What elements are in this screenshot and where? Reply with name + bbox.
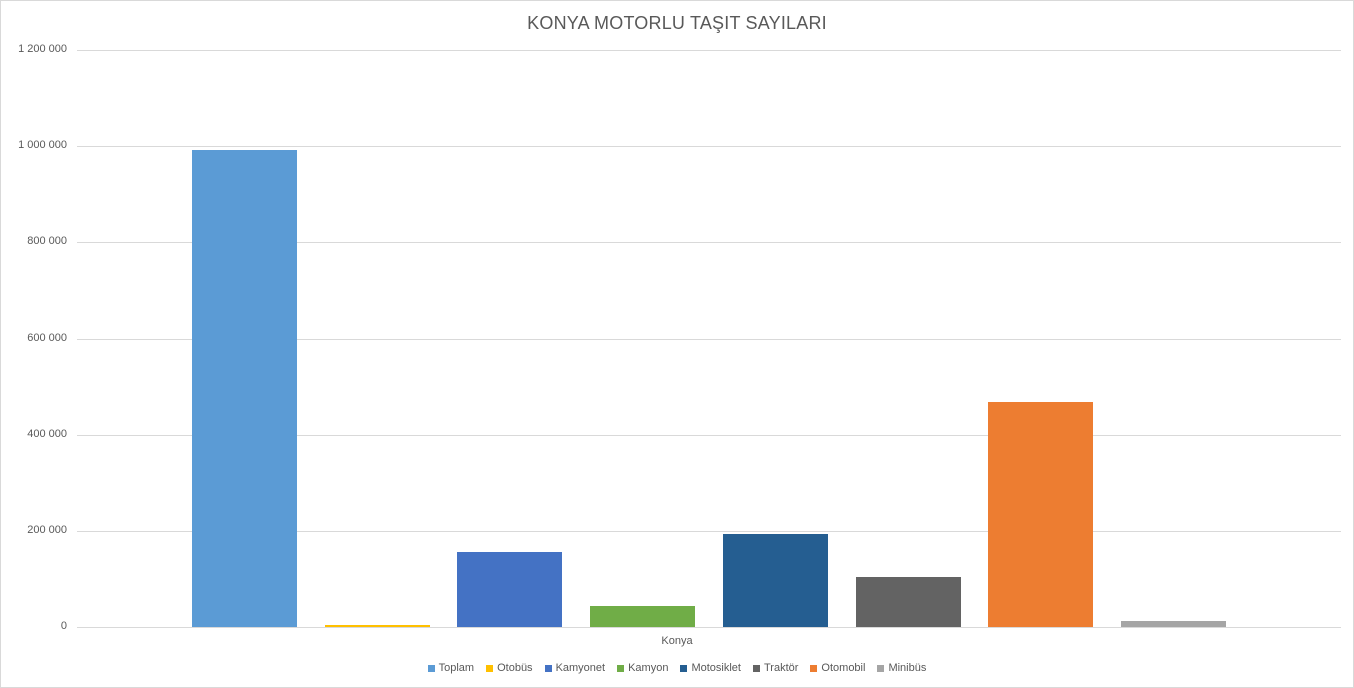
y-tick-label: 600 000 [27, 331, 67, 344]
legend-label: Kamyonet [555, 662, 606, 674]
legend-swatch-icon [810, 664, 818, 672]
bar-otomobil[interactable] [988, 401, 1094, 627]
y-tick-label: 400 000 [27, 427, 67, 440]
legend-label: Toplam [438, 662, 475, 674]
legend-label: Otomobil [821, 662, 866, 674]
legend-swatch-icon [752, 664, 760, 672]
y-tick-label: 1 000 000 [18, 139, 67, 152]
legend-label: Otobüs [497, 662, 533, 674]
y-tick-label: 0 [60, 620, 67, 632]
legend-swatch-icon [617, 664, 625, 672]
bar-traktör[interactable] [855, 576, 961, 627]
bar-motosiklet[interactable] [722, 534, 828, 627]
y-tick-label: 1 200 000 [18, 43, 67, 55]
gridline [77, 242, 1341, 244]
legend-item-otomobil[interactable]: Otomobil [810, 662, 865, 674]
legend-item-motosiklet[interactable]: Motosiklet [680, 662, 741, 674]
gridline [77, 530, 1341, 532]
gridline [77, 146, 1341, 148]
y-tick-label: 800 000 [27, 235, 67, 248]
gridline [77, 50, 1341, 51]
bar-minibüs[interactable] [1120, 621, 1226, 627]
legend: Toplam Otobüs Kamyonet Kamyon Motosiklet Trak… [1, 662, 1353, 674]
bar-otobüs[interactable] [324, 625, 430, 628]
legend-swatch-icon [427, 664, 435, 672]
bar-kamyon[interactable] [590, 605, 696, 627]
gridline [77, 434, 1341, 436]
gridline [77, 627, 1341, 628]
legend-item-toplam[interactable]: Toplam [427, 662, 475, 674]
bar-kamyonet[interactable] [457, 551, 563, 627]
legend-label: Motosiklet [691, 662, 741, 674]
chart-title: KONYA MOTORLU TAŞIT SAYILARI [527, 13, 827, 33]
x-category-label: Konya [661, 635, 693, 647]
legend-item-minibüs[interactable]: Minibüs [877, 662, 926, 674]
legend-item-traktör[interactable]: Traktör [752, 662, 799, 674]
legend-item-kamyonet[interactable]: Kamyonet [544, 662, 606, 674]
legend-label: Traktör [763, 662, 799, 674]
gridline [77, 338, 1341, 340]
legend-label: Minibüs [888, 662, 927, 674]
legend-swatch-icon [544, 664, 552, 672]
legend-item-otobüs[interactable]: Otobüs [486, 662, 533, 674]
legend-swatch-icon [486, 664, 494, 672]
legend-label: Kamyon [628, 662, 669, 674]
legend-swatch-icon [877, 664, 885, 672]
legend-item-kamyon[interactable]: Kamyon [617, 662, 668, 674]
legend-swatch-icon [680, 664, 688, 672]
bar-toplam[interactable] [192, 150, 297, 627]
y-tick-label: 200 000 [27, 523, 67, 536]
